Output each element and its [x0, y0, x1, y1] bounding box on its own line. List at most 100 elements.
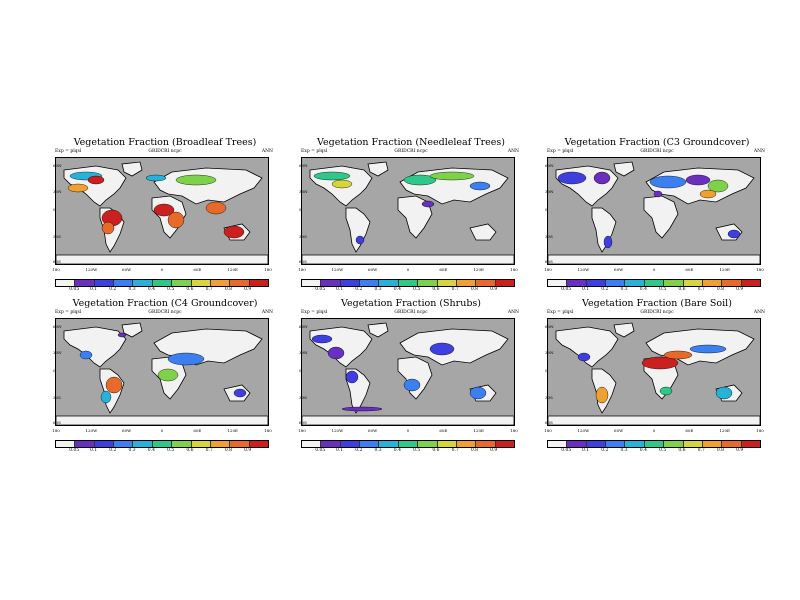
- colorbar-swatch: [476, 441, 496, 447]
- experiment-label: Exp = plqsl: [301, 149, 328, 154]
- vegetation-region: [429, 171, 475, 181]
- colorbar-label: 0.1: [581, 287, 590, 292]
- colorbar-swatch: [625, 441, 645, 447]
- colorbar-swatch: [75, 280, 95, 286]
- grid-label: GRIDCRI ncpc: [640, 310, 674, 315]
- colorbar-swatch: [586, 441, 607, 447]
- latitude-label: 0: [53, 207, 56, 212]
- land-outline: [469, 223, 497, 241]
- colorbar-swatch: [152, 441, 173, 447]
- longitude-label: 180: [264, 267, 272, 272]
- colorbar-swatch: [133, 441, 153, 447]
- vegetation-region: [313, 171, 351, 181]
- longitude-label: 60W: [122, 428, 132, 433]
- land-outline: [302, 415, 514, 425]
- latitude-label: 0: [545, 368, 548, 373]
- vegetation-region: [117, 332, 127, 338]
- longitude-label: 60W: [122, 267, 132, 272]
- colorbar-swatch: [606, 441, 626, 447]
- colorbar-swatch: [230, 441, 250, 447]
- latitude-label: 30S: [53, 234, 61, 239]
- grid-label: GRIDCRI ncpc: [394, 310, 428, 315]
- colorbar-label: 0.6: [186, 287, 194, 292]
- latitude-label: 60N: [53, 163, 62, 168]
- longitude-label: 120W: [577, 428, 590, 433]
- vegetation-region: [167, 352, 205, 366]
- land-outline: [56, 254, 268, 264]
- longitude-label: 180: [52, 267, 60, 272]
- colorbar-swatch: [379, 441, 399, 447]
- colorbar-swatch: [548, 280, 568, 286]
- land-outline: [309, 326, 373, 368]
- land-outline: [367, 161, 389, 177]
- colorbar-swatch: [606, 280, 626, 286]
- longitude-label: 120W: [85, 267, 98, 272]
- colorbar-label: 0.05: [69, 448, 80, 453]
- latitude-label: 30S: [545, 234, 553, 239]
- vegetation-region: [167, 211, 185, 229]
- colorbar-swatch: [495, 441, 514, 447]
- vegetation-region: [79, 350, 93, 360]
- colorbar-label: 0.2: [601, 448, 609, 453]
- world-map: [55, 157, 269, 265]
- land-outline: [643, 195, 679, 239]
- vegetation-region: [355, 235, 365, 245]
- longitude-label: 60E: [193, 428, 202, 433]
- vegetation-region: [577, 352, 591, 362]
- colorbar-label: 0.5: [659, 448, 667, 453]
- colorbar-label: 0.5: [413, 287, 421, 292]
- vegetation-region: [557, 171, 587, 185]
- colorbar-label: 0.4: [147, 287, 155, 292]
- longitude-label: 60W: [368, 267, 378, 272]
- vegetation-region: [641, 356, 679, 370]
- colorbar-label: 0.7: [451, 287, 459, 292]
- colorbar-swatch: [418, 441, 438, 447]
- colorbar-swatch: [114, 280, 134, 286]
- longitude-label: 120W: [85, 428, 98, 433]
- vegetation-region: [593, 171, 611, 185]
- longitude-label: 120E: [227, 428, 238, 433]
- colorbar-swatch: [230, 280, 250, 286]
- colorbar-swatch: [114, 441, 134, 447]
- latitude-label: 60N: [299, 324, 308, 329]
- land-outline: [613, 161, 635, 177]
- colorbar-swatch: [702, 280, 723, 286]
- colorbar: [547, 440, 761, 448]
- vegetation-region: [659, 386, 673, 396]
- land-outline: [548, 254, 760, 264]
- colorbar-swatch: [249, 280, 268, 286]
- longitude-label: 120E: [719, 428, 730, 433]
- colorbar-swatch: [456, 441, 477, 447]
- colorbar-label: 0.8: [224, 287, 233, 292]
- latitude-label: 30S: [299, 234, 307, 239]
- land-outline: [555, 326, 619, 368]
- longitude-label: 60E: [439, 267, 448, 272]
- panel-title: Vegetation Fraction (C3 Groundcover): [564, 137, 750, 148]
- colorbar-swatch: [56, 441, 76, 447]
- colorbar-label: 0.2: [601, 287, 609, 292]
- vegetation-region: [685, 174, 711, 186]
- colorbar: [301, 279, 515, 287]
- colorbar-swatch: [340, 280, 361, 286]
- vegetation-region: [689, 344, 727, 354]
- latitude-label: 60N: [53, 324, 62, 329]
- colorbar-swatch: [437, 441, 457, 447]
- colorbar-swatch: [548, 441, 568, 447]
- colorbar-swatch: [476, 280, 496, 286]
- colorbar-label: 0.05: [315, 448, 326, 453]
- colorbar-swatch: [94, 280, 115, 286]
- colorbar-swatch: [437, 280, 457, 286]
- colorbar-label: 0.7: [697, 448, 705, 453]
- longitude-label: 180: [510, 428, 518, 433]
- vegetation-region: [429, 342, 455, 356]
- colorbar-swatch: [567, 280, 587, 286]
- colorbar-label: 0.6: [432, 287, 440, 292]
- land-outline: [397, 356, 433, 400]
- latitude-label: 60S: [53, 259, 61, 264]
- colorbar-label: 0.6: [432, 448, 440, 453]
- season-label: ANN: [753, 149, 765, 154]
- latitude-label: 0: [545, 207, 548, 212]
- vegetation-region: [403, 174, 437, 186]
- world-map: [301, 157, 515, 265]
- panel-title: Vegetation Fraction (Shrubs): [341, 298, 481, 309]
